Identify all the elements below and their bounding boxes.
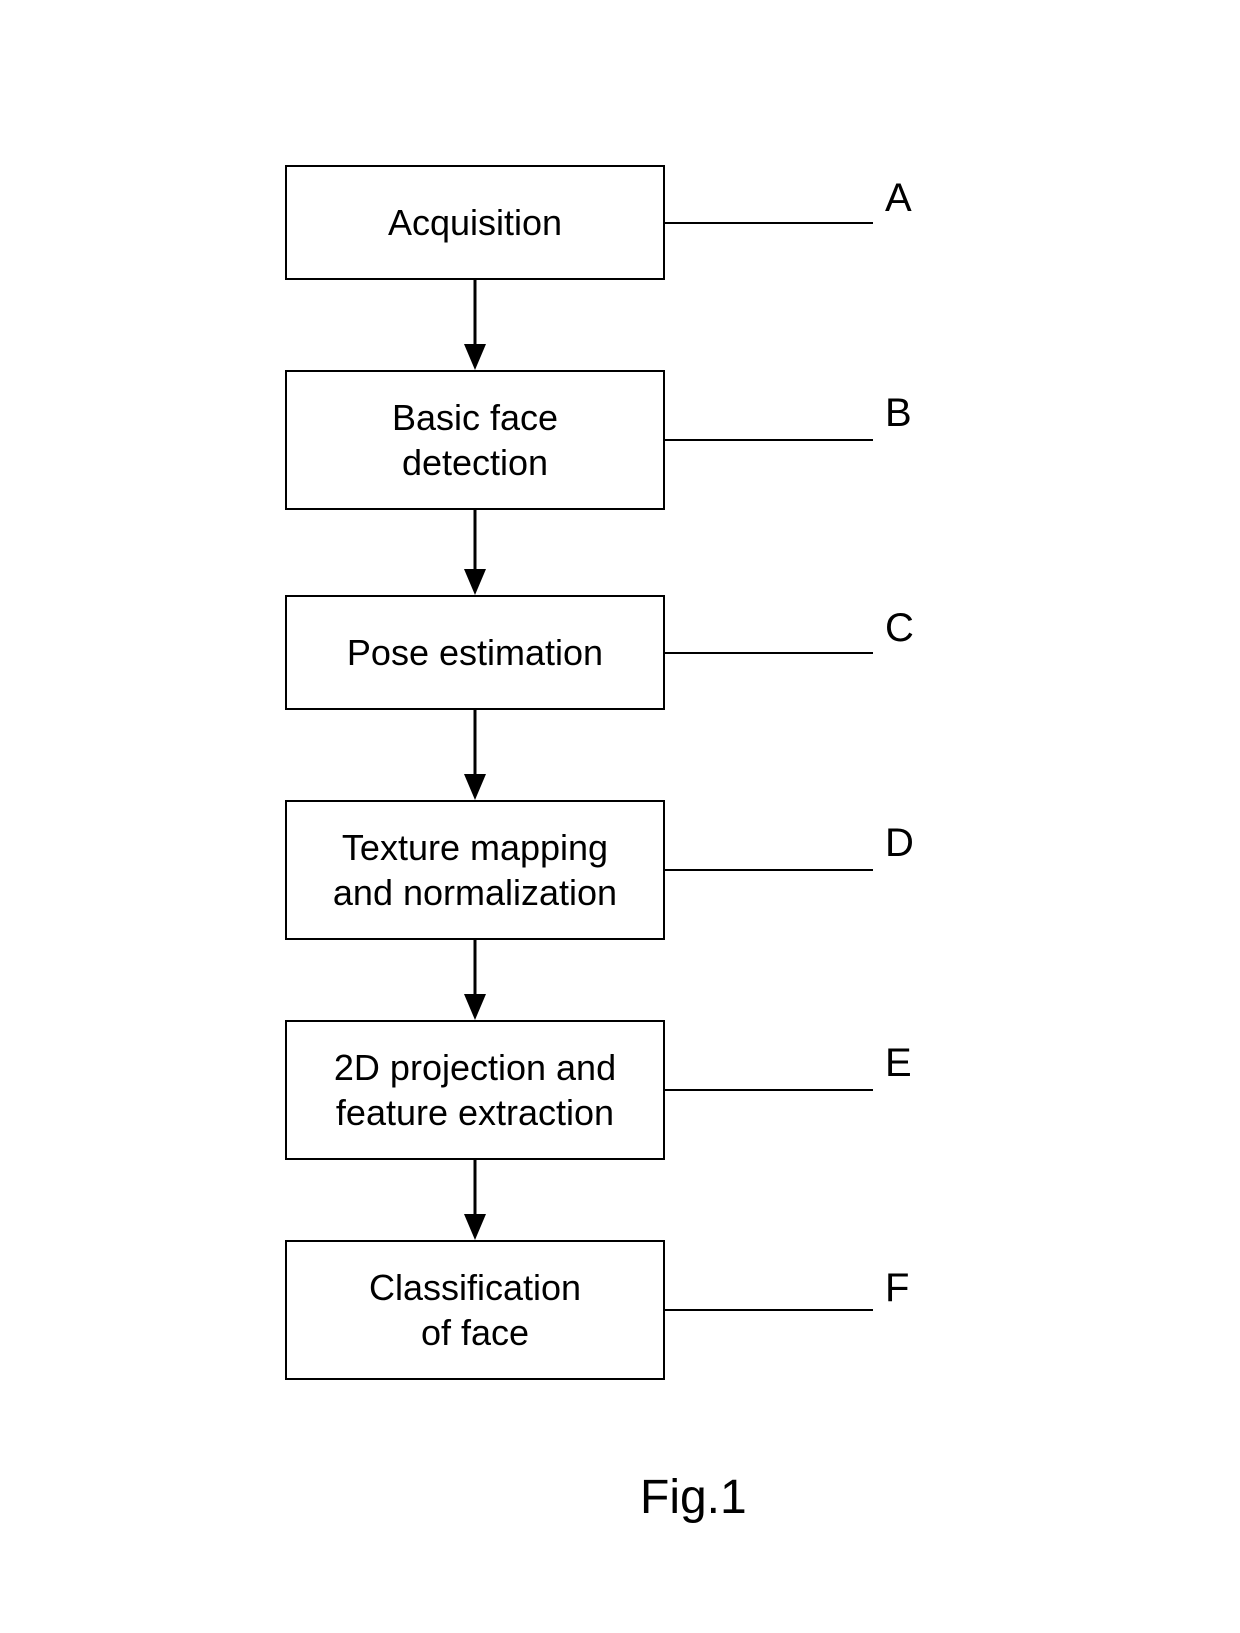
- flowchart-canvas: AcquisitionBasic facedetectionPose estim…: [0, 0, 1240, 1633]
- flow-arrow: [0, 0, 1240, 1633]
- figure-caption: Fig.1: [640, 1470, 747, 1525]
